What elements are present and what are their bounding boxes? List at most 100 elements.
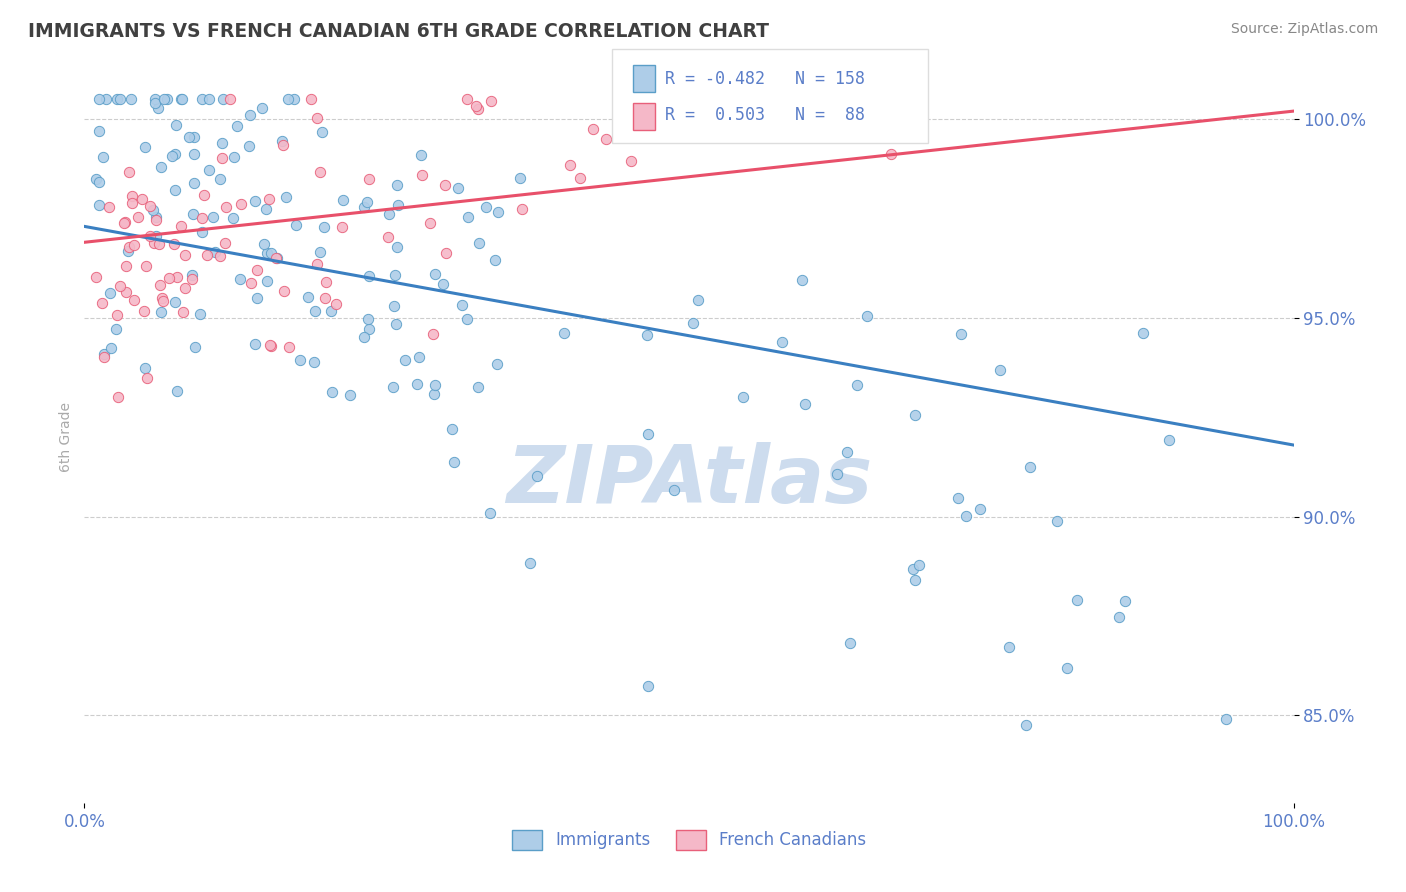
Text: R = -0.482   N = 158: R = -0.482 N = 158 [665, 70, 865, 88]
Point [314, 291, 336, 305]
Point [277, 341, 299, 355]
Point [357, 312, 380, 326]
Point [105, 321, 128, 335]
Point [115, 285, 138, 299]
Point [321, 385, 343, 400]
Point [162, 236, 184, 251]
Point [132, 304, 155, 318]
Point [456, 312, 478, 326]
Point [146, 102, 169, 116]
Point [988, 362, 1011, 376]
Point [174, 280, 197, 294]
Point [485, 357, 508, 371]
Point [423, 386, 446, 401]
Point [1108, 610, 1130, 624]
Point [1066, 593, 1088, 607]
Point [135, 259, 157, 273]
Point [260, 339, 283, 353]
Point [434, 245, 457, 260]
Point [509, 170, 531, 185]
Point [84, 171, 107, 186]
Point [243, 194, 266, 209]
Point [969, 502, 991, 516]
Point [510, 202, 533, 216]
Point [582, 121, 605, 136]
Point [794, 397, 817, 411]
Point [273, 285, 295, 299]
Point [526, 469, 548, 483]
Point [204, 245, 226, 260]
Point [191, 92, 214, 106]
Point [201, 210, 224, 224]
Point [240, 276, 263, 290]
Point [112, 216, 135, 230]
Point [259, 192, 281, 206]
Point [478, 506, 501, 520]
Text: Source: ZipAtlas.com: Source: ZipAtlas.com [1230, 22, 1378, 37]
Point [955, 508, 977, 523]
Point [163, 183, 186, 197]
Point [731, 390, 754, 404]
Point [595, 132, 617, 146]
Point [246, 291, 269, 305]
Point [1157, 434, 1180, 448]
Point [408, 350, 430, 364]
Point [149, 305, 172, 319]
Point [134, 361, 156, 376]
Point [451, 298, 474, 312]
Point [519, 557, 541, 571]
Point [145, 213, 167, 227]
Text: R =  0.503   N =  88: R = 0.503 N = 88 [665, 105, 865, 123]
Point [357, 172, 380, 186]
Point [1215, 713, 1237, 727]
Point [904, 573, 927, 587]
Point [464, 99, 486, 113]
Point [377, 230, 399, 244]
Point [195, 248, 218, 262]
Point [209, 249, 232, 263]
Point [558, 158, 581, 172]
Point [484, 253, 506, 268]
Point [166, 384, 188, 398]
Point [384, 268, 406, 282]
Point [283, 92, 305, 106]
Point [845, 378, 868, 392]
Point [356, 194, 378, 209]
Point [946, 491, 969, 506]
Point [304, 303, 326, 318]
Point [1056, 660, 1078, 674]
Point [222, 150, 245, 164]
Point [253, 237, 276, 252]
Point [997, 640, 1019, 654]
Point [411, 168, 433, 182]
Point [271, 134, 294, 148]
Point [191, 226, 214, 240]
Point [259, 338, 281, 352]
Point [198, 163, 221, 178]
Point [87, 92, 110, 106]
Point [138, 229, 160, 244]
Point [90, 296, 112, 310]
Point [108, 92, 131, 106]
Point [387, 198, 409, 212]
Point [432, 277, 454, 291]
Point [695, 94, 717, 108]
Point [620, 153, 643, 168]
Point [157, 271, 180, 285]
Point [486, 205, 509, 219]
Point [330, 220, 353, 235]
Point [110, 279, 132, 293]
Point [211, 136, 233, 151]
Point [122, 293, 145, 307]
Point [122, 237, 145, 252]
Point [165, 118, 187, 132]
Point [139, 199, 162, 213]
Point [252, 101, 274, 115]
Point [142, 202, 165, 217]
Point [288, 353, 311, 368]
Point [568, 170, 591, 185]
Point [188, 307, 211, 321]
Point [770, 335, 793, 350]
Point [353, 200, 375, 214]
Point [409, 148, 432, 162]
